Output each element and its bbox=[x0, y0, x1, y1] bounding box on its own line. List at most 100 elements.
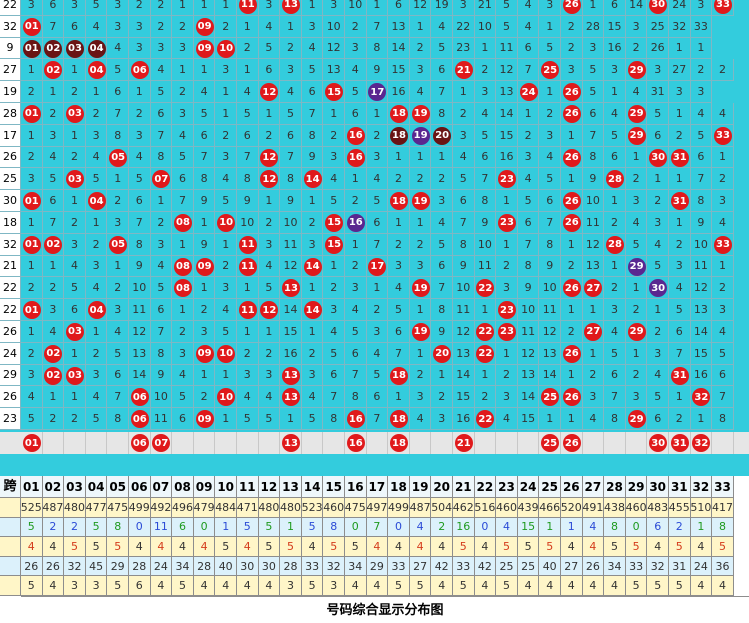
grid-cell bbox=[582, 321, 605, 343]
grid-cell bbox=[625, 124, 648, 147]
column-header: 24 bbox=[517, 476, 540, 498]
grid-cell: 2 bbox=[237, 37, 259, 60]
grid-cell: 2 bbox=[712, 168, 734, 191]
grid-cell bbox=[85, 190, 108, 212]
stat-cell: 4 bbox=[431, 537, 453, 557]
grid-cell: 1 bbox=[237, 15, 259, 38]
stat-cell: 4 bbox=[409, 537, 432, 557]
grid-cell: 5 bbox=[625, 233, 648, 256]
grid-cell: 3 bbox=[301, 15, 324, 38]
grid-cell: 11 bbox=[280, 233, 302, 256]
grid-cell bbox=[690, 386, 713, 409]
column-header: 12 bbox=[258, 476, 281, 498]
grid-cell: 3 bbox=[42, 299, 65, 321]
stat-cell: 36 bbox=[712, 556, 734, 577]
stat-cell: 6 bbox=[647, 517, 669, 538]
grid-cell: 4 bbox=[215, 168, 237, 191]
grid-cell: 5 bbox=[323, 342, 345, 365]
grid-cell: 3 bbox=[345, 37, 367, 60]
stat-cell: 2 bbox=[64, 517, 86, 538]
stat-cell: 40 bbox=[215, 556, 237, 577]
grid-cell: 5 bbox=[129, 168, 151, 191]
grid-cell: 1 bbox=[129, 81, 151, 103]
stat-cell: 4 bbox=[42, 537, 65, 557]
grid-cell: 6 bbox=[388, 0, 410, 16]
grid-cell bbox=[215, 342, 237, 365]
grid-cell: 2 bbox=[42, 277, 65, 300]
grid-cell: 3 bbox=[323, 299, 345, 321]
grid-cell: 5 bbox=[42, 168, 65, 191]
stat-cell: 6 bbox=[172, 517, 194, 538]
grid-cell: 2 bbox=[258, 212, 281, 234]
stat-cell: 4 bbox=[193, 537, 216, 557]
highlight-cell bbox=[194, 432, 216, 454]
highlight-ball: 25 bbox=[541, 434, 560, 452]
stat-cell: 0 bbox=[193, 517, 216, 538]
stat-cell: 5 bbox=[280, 537, 302, 557]
grid-cell: 7 bbox=[301, 103, 324, 125]
number-ball: 23 bbox=[498, 213, 516, 232]
grid-cell: 7 bbox=[193, 146, 216, 169]
grid-cell: 7 bbox=[150, 124, 173, 147]
stat-cell: 32 bbox=[64, 556, 86, 577]
grid-cell: 1 bbox=[150, 190, 173, 212]
stat-cell: 504 bbox=[431, 498, 453, 518]
grid-cell: 1 bbox=[366, 0, 389, 16]
grid-cell: 5 bbox=[582, 81, 605, 103]
grid-cell: 5 bbox=[647, 103, 669, 125]
grid-cell bbox=[388, 190, 410, 212]
column-header: 08 bbox=[172, 476, 194, 498]
grid-cell: 1 bbox=[669, 103, 691, 125]
grid-cell bbox=[561, 0, 583, 16]
grid-cell: 1 bbox=[301, 321, 324, 343]
number-ball: 13 bbox=[282, 366, 300, 385]
grid-cell: 7 bbox=[431, 277, 453, 300]
stat-cell: 5 bbox=[647, 576, 669, 596]
grid-cell: 2 bbox=[409, 364, 432, 387]
row-span-value: 30 bbox=[0, 190, 21, 212]
grid-cell: 1 bbox=[345, 233, 367, 256]
grid-cell bbox=[712, 0, 734, 16]
number-ball: 30 bbox=[649, 0, 668, 14]
grid-cell bbox=[561, 103, 583, 125]
number-ball: 29 bbox=[627, 61, 646, 80]
stat-cell: 26 bbox=[582, 556, 605, 577]
grid-cell bbox=[474, 408, 497, 430]
grid-cell: 1 bbox=[215, 364, 237, 387]
grid-cell: 4 bbox=[517, 0, 540, 16]
highlight-cell bbox=[215, 432, 237, 454]
grid-cell: 3 bbox=[150, 233, 173, 256]
grid-cell: 3 bbox=[215, 277, 237, 300]
stat-cell: 1 bbox=[539, 517, 561, 538]
grid-cell: 2 bbox=[21, 342, 43, 365]
grid-cell: 3 bbox=[647, 212, 669, 234]
number-ball: 30 bbox=[649, 279, 668, 298]
grid-cell bbox=[669, 146, 691, 169]
grid-cell bbox=[539, 386, 561, 409]
number-ball: 29 bbox=[627, 257, 646, 276]
grid-cell: 1 bbox=[21, 59, 43, 82]
stat-cell: 484 bbox=[215, 498, 237, 518]
grid-cell bbox=[64, 321, 86, 343]
stat-cell: 4 bbox=[647, 537, 669, 557]
grid-cell: 9 bbox=[237, 190, 259, 212]
number-ball: 07 bbox=[152, 170, 171, 189]
number-ball: 14 bbox=[303, 257, 322, 276]
grid-cell: 3 bbox=[21, 0, 43, 16]
grid-cell: 4 bbox=[85, 386, 108, 409]
number-ball: 26 bbox=[562, 192, 581, 211]
number-ball: 09 bbox=[195, 344, 214, 363]
grid-cell: 8 bbox=[107, 408, 129, 430]
grid-cell: 5 bbox=[604, 124, 626, 147]
stat-cell: 25 bbox=[517, 556, 540, 577]
grid-cell: 6 bbox=[42, 0, 65, 16]
grid-cell bbox=[625, 408, 648, 430]
grid-cell: 4 bbox=[237, 81, 259, 103]
grid-cell: 5 bbox=[474, 124, 497, 147]
grid-cell: 6 bbox=[172, 408, 194, 430]
number-ball: 33 bbox=[714, 0, 732, 14]
stat-cell: 1 bbox=[690, 517, 713, 538]
number-ball: 31 bbox=[670, 148, 689, 167]
grid-cell: 1 bbox=[21, 321, 43, 343]
number-ball: 02 bbox=[44, 61, 63, 80]
